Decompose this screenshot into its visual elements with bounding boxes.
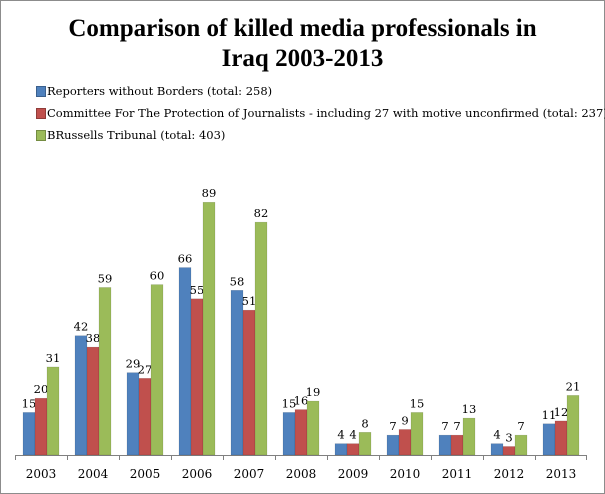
data-label-committee-for-the-protec-2003: 20 bbox=[34, 382, 49, 396]
data-label-committee-for-the-protec-2007: 51 bbox=[242, 294, 257, 308]
x-tick-label-2012: 2012 bbox=[494, 467, 525, 481]
bar-reporters-without-border-2010 bbox=[386, 434, 400, 456]
bar-committee-for-the-protec-2003 bbox=[34, 397, 48, 456]
data-label-reporters-without-border-2003: 15 bbox=[22, 396, 37, 410]
data-label-brussells-tribunal-total-2012: 7 bbox=[517, 419, 524, 433]
data-label-committee-for-the-protec-2006: 55 bbox=[190, 283, 205, 297]
data-label-reporters-without-border-2009: 4 bbox=[337, 428, 344, 442]
legend-swatch-cpj bbox=[36, 108, 46, 119]
bar-brussells-tribunal-total-2009 bbox=[358, 432, 372, 456]
bar-reporters-without-border-2008 bbox=[282, 412, 296, 456]
bar-committee-for-the-protec-2007 bbox=[242, 309, 256, 456]
legend-swatch-rsf bbox=[36, 86, 46, 97]
chart-title-line-2: Iraq 2003-2013 bbox=[221, 45, 384, 72]
data-label-reporters-without-border-2008: 15 bbox=[282, 396, 297, 410]
x-tick-label-2003: 2003 bbox=[26, 467, 57, 481]
legend-label-brussells: BRussells Tribunal (total: 403) bbox=[47, 128, 226, 142]
bar-reporters-without-border-2013 bbox=[542, 423, 556, 456]
bar-reporters-without-border-2005 bbox=[126, 372, 140, 456]
bar-reporters-without-border-2007 bbox=[230, 290, 244, 456]
data-label-reporters-without-border-2011: 7 bbox=[441, 419, 448, 433]
data-label-committee-for-the-protec-2008: 16 bbox=[294, 394, 309, 408]
data-label-brussells-tribunal-total-2008: 19 bbox=[306, 385, 321, 399]
bar-reporters-without-border-2012 bbox=[490, 443, 504, 456]
data-label-reporters-without-border-2013: 11 bbox=[542, 408, 557, 422]
bar-reporters-without-border-2011 bbox=[438, 434, 452, 456]
data-label-reporters-without-border-2010: 7 bbox=[389, 419, 396, 433]
bar-brussells-tribunal-total-2004 bbox=[98, 287, 112, 456]
x-tick-label-2006: 2006 bbox=[182, 467, 213, 481]
x-tick-label-2005: 2005 bbox=[130, 467, 161, 481]
bar-committee-for-the-protec-2009 bbox=[346, 443, 360, 456]
data-label-brussells-tribunal-total-2004: 59 bbox=[98, 271, 113, 285]
legend-label-rsf: Reporters without Borders (total: 258) bbox=[47, 84, 273, 98]
x-tick-label-2010: 2010 bbox=[390, 467, 421, 481]
data-label-committee-for-the-protec-2012: 3 bbox=[505, 430, 512, 444]
chart-title-line-1: Comparison of killed media professionals… bbox=[68, 15, 537, 42]
data-label-committee-for-the-protec-2009: 4 bbox=[349, 428, 356, 442]
data-label-brussells-tribunal-total-2005: 60 bbox=[150, 269, 165, 283]
x-tick-label-2011: 2011 bbox=[442, 467, 473, 481]
data-label-committee-for-the-protec-2005: 27 bbox=[138, 362, 153, 376]
data-label-committee-for-the-protec-2010: 9 bbox=[401, 413, 408, 427]
x-tick-label-2004: 2004 bbox=[78, 467, 109, 481]
data-label-brussells-tribunal-total-2003: 31 bbox=[46, 351, 61, 365]
data-label-brussells-tribunal-total-2007: 82 bbox=[254, 206, 269, 220]
data-label-brussells-tribunal-total-2006: 89 bbox=[202, 186, 217, 200]
data-label-reporters-without-border-2012: 4 bbox=[493, 428, 500, 442]
data-label-committee-for-the-protec-2004: 38 bbox=[86, 331, 101, 345]
bar-brussells-tribunal-total-2008 bbox=[306, 400, 320, 456]
bar-reporters-without-border-2009 bbox=[334, 443, 348, 456]
data-label-reporters-without-border-2004: 42 bbox=[74, 320, 89, 334]
legend-swatch-brussells bbox=[36, 130, 46, 141]
x-tick-label-2008: 2008 bbox=[286, 467, 317, 481]
legend-label-cpj: Committee For The Protection of Journali… bbox=[47, 106, 605, 120]
bar-brussells-tribunal-total-2010 bbox=[410, 412, 424, 456]
bar-brussells-tribunal-total-2005 bbox=[150, 284, 164, 456]
bar-brussells-tribunal-total-2006 bbox=[202, 201, 216, 456]
x-tick-label-2013: 2013 bbox=[546, 467, 577, 481]
bar-committee-for-the-protec-2005 bbox=[138, 378, 152, 456]
bar-committee-for-the-protec-2011 bbox=[450, 434, 464, 456]
bar-brussells-tribunal-total-2007 bbox=[254, 221, 268, 456]
data-label-reporters-without-border-2005: 29 bbox=[126, 357, 141, 371]
data-label-committee-for-the-protec-2013: 12 bbox=[554, 405, 569, 419]
bar-committee-for-the-protec-2010 bbox=[398, 429, 412, 456]
bar-committee-for-the-protec-2012 bbox=[502, 446, 516, 456]
bar-committee-for-the-protec-2013 bbox=[554, 420, 568, 456]
x-tick-label-2007: 2007 bbox=[234, 467, 265, 481]
bar-committee-for-the-protec-2006 bbox=[190, 298, 204, 456]
data-label-brussells-tribunal-total-2009: 8 bbox=[361, 416, 368, 430]
bar-reporters-without-border-2003 bbox=[22, 412, 36, 456]
data-label-reporters-without-border-2007: 58 bbox=[230, 274, 245, 288]
data-label-brussells-tribunal-total-2013: 21 bbox=[566, 379, 581, 393]
data-label-reporters-without-border-2006: 66 bbox=[178, 252, 193, 266]
bar-committee-for-the-protec-2008 bbox=[294, 409, 308, 456]
bar-committee-for-the-protec-2004 bbox=[86, 346, 100, 456]
bar-brussells-tribunal-total-2003 bbox=[46, 366, 60, 456]
bar-reporters-without-border-2004 bbox=[74, 335, 88, 456]
bar-brussells-tribunal-total-2012 bbox=[514, 434, 528, 456]
data-label-brussells-tribunal-total-2011: 13 bbox=[462, 402, 477, 416]
chart-title: Comparison of killed media professionals… bbox=[0, 14, 605, 74]
data-label-brussells-tribunal-total-2010: 15 bbox=[410, 396, 425, 410]
bar-brussells-tribunal-total-2011 bbox=[462, 417, 476, 456]
x-tick-label-2009: 2009 bbox=[338, 467, 369, 481]
bar-brussells-tribunal-total-2013 bbox=[566, 395, 580, 456]
data-label-committee-for-the-protec-2011: 7 bbox=[453, 419, 460, 433]
